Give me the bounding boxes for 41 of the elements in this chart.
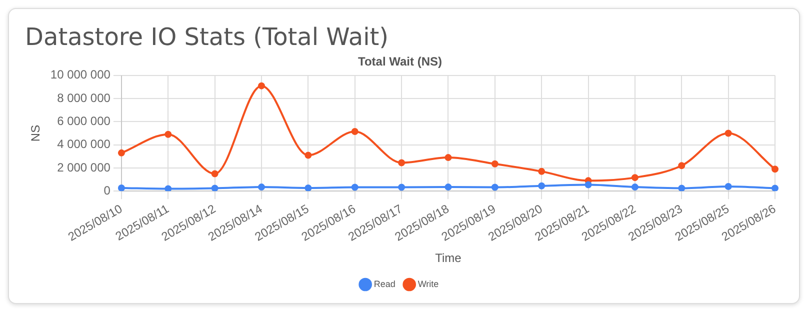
- point: [678, 184, 686, 192]
- point: [631, 184, 638, 191]
- point: [211, 170, 218, 178]
- point: [304, 152, 312, 159]
- point: [444, 184, 452, 191]
- legend-label: Write: [418, 278, 439, 289]
- point: [258, 82, 266, 90]
- point: [118, 184, 125, 192]
- y-tick-label: 0: [104, 183, 111, 198]
- y-axis-title: NS: [28, 124, 43, 142]
- point: [724, 130, 732, 137]
- point: [678, 162, 686, 170]
- point: [538, 182, 546, 190]
- point: [444, 154, 452, 162]
- y-tick-label: 2 000 000: [57, 160, 111, 174]
- point: [351, 184, 358, 191]
- point: [724, 182, 732, 190]
- chart-title: Datastore IO Stats (Total Wait): [25, 23, 390, 51]
- point: [164, 185, 172, 192]
- point: [491, 160, 498, 168]
- point: [398, 159, 406, 166]
- point: [772, 184, 778, 192]
- point: [351, 128, 358, 136]
- point: [398, 184, 406, 191]
- y-tick-label: 6 000 000: [57, 114, 111, 128]
- point: [211, 184, 218, 192]
- x-axis-title: Time: [435, 251, 462, 266]
- point: [584, 181, 592, 188]
- point: [304, 184, 312, 192]
- point: [631, 174, 638, 182]
- y-tick-label: 8 000 000: [57, 90, 111, 105]
- y-tick-label: 10 000 000: [50, 68, 111, 82]
- point: [491, 184, 498, 191]
- y-tick-label: 4 000 000: [57, 137, 111, 152]
- chart-subtitle: Total Wait (NS): [358, 54, 442, 69]
- point: [258, 184, 266, 191]
- point: [118, 149, 125, 156]
- point: [164, 130, 172, 138]
- legend-label: Read: [374, 278, 396, 289]
- point: [538, 168, 546, 175]
- point: [772, 166, 778, 173]
